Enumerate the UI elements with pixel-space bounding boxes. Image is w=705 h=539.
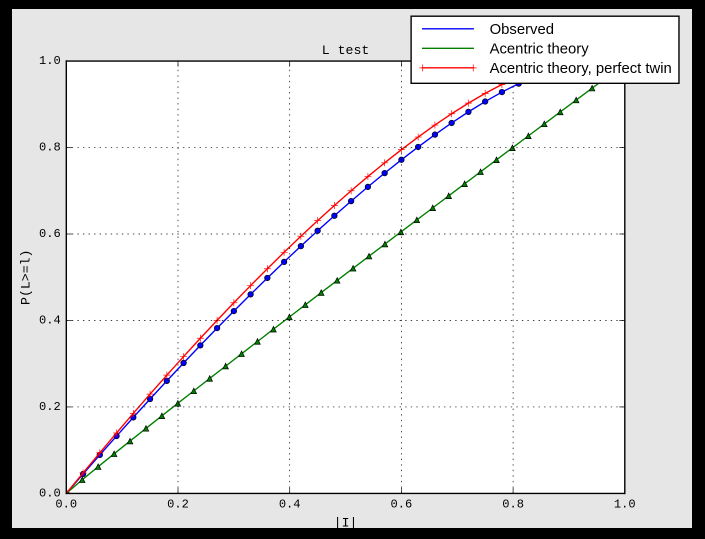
svg-text:1.0: 1.0 <box>614 498 636 512</box>
svg-text:0.8: 0.8 <box>502 498 524 512</box>
svg-text:1.0: 1.0 <box>39 54 61 68</box>
svg-text:P(L>=l): P(L>=l) <box>18 250 33 305</box>
svg-text:0.8: 0.8 <box>39 141 61 155</box>
svg-text:0.6: 0.6 <box>39 227 61 241</box>
svg-text:Acentric theory, perfect twin: Acentric theory, perfect twin <box>490 61 672 77</box>
svg-text:0.6: 0.6 <box>391 498 413 512</box>
svg-text:L test: L test <box>322 43 369 58</box>
svg-text:0.2: 0.2 <box>39 400 61 414</box>
svg-text:0.2: 0.2 <box>167 498 189 512</box>
svg-text:|I|: |I| <box>334 516 358 528</box>
svg-text:0.0: 0.0 <box>39 487 61 501</box>
svg-text:Acentric theory: Acentric theory <box>490 42 590 58</box>
svg-text:0.4: 0.4 <box>279 498 301 512</box>
svg-text:0.4: 0.4 <box>39 314 61 328</box>
svg-text:Observed: Observed <box>490 22 554 38</box>
